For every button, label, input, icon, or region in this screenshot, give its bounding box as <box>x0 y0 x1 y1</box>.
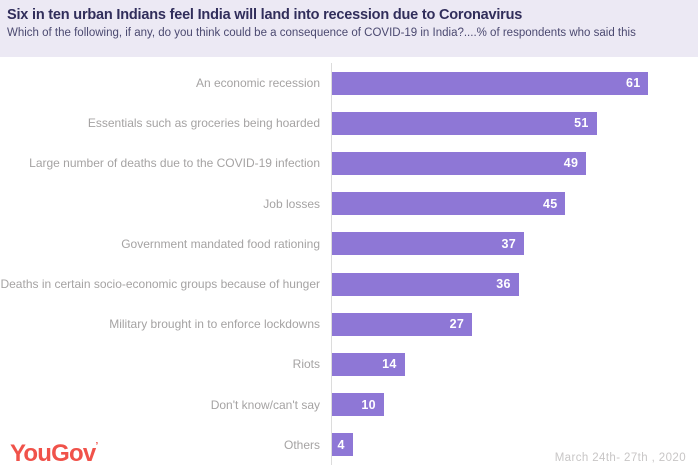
trademark-mark: ’ <box>95 441 99 452</box>
bar-track: 51 <box>331 103 690 144</box>
bar-track: 4 <box>331 424 690 465</box>
chart-row: Others 4 <box>0 424 690 465</box>
category-label: Don't know/can't say <box>0 385 331 425</box>
chart-subtitle: Which of the following, if any, do you t… <box>7 27 636 39</box>
category-label-text: Others <box>283 437 320 452</box>
category-label: Government mandated food rationing <box>0 224 331 264</box>
value-label: 14 <box>382 357 397 372</box>
bar: 27 <box>332 312 473 336</box>
category-label: Essentials such as groceries being hoard… <box>0 103 331 143</box>
category-label-text: Essentials such as groceries being hoard… <box>87 116 320 131</box>
category-label-text: Riots <box>292 357 320 372</box>
bar: 4 <box>332 433 353 457</box>
chart-row: Essentials such as groceries being hoard… <box>0 103 690 144</box>
value-label: 36 <box>496 277 511 292</box>
category-label-text: An economic recession <box>195 76 320 91</box>
category-label: Deaths in certain socio-economic groups … <box>0 264 331 304</box>
category-label: Military brought in to enforce lockdowns <box>0 304 331 344</box>
bar-track: 37 <box>331 223 690 264</box>
yougov-logo-text: YouGov <box>10 440 96 467</box>
chart-row: Large number of deaths due to the COVID-… <box>0 143 690 184</box>
bar-track: 27 <box>331 304 690 345</box>
category-label: Job losses <box>0 184 331 224</box>
category-label-text: Deaths in certain socio-economic groups … <box>0 277 320 292</box>
chart-row: Don't know/can't say 10 <box>0 384 690 425</box>
chart-row: Riots 14 <box>0 344 690 385</box>
chart-row: Government mandated food rationing 37 <box>0 223 690 264</box>
bar-track: 61 <box>331 63 690 104</box>
category-label-text: Government mandated food rationing <box>121 236 320 251</box>
bar-track: 45 <box>331 183 690 224</box>
category-label-text: Job losses <box>263 196 320 211</box>
bar: 51 <box>332 111 597 135</box>
value-label: 61 <box>625 76 641 91</box>
category-label: Large number of deaths due to the COVID-… <box>0 143 331 183</box>
category-label-text: Don't know/can't say <box>210 397 320 412</box>
chart-title: Six in ten urban Indians feel India will… <box>7 7 523 23</box>
value-label: 45 <box>542 196 558 211</box>
bar: 37 <box>332 232 524 256</box>
category-label-text: Large number of deaths due to the COVID-… <box>29 156 320 171</box>
value-label: 49 <box>563 156 579 171</box>
category-label: Riots <box>0 344 331 384</box>
category-label-text: Military brought in to enforce lockdowns <box>109 317 320 332</box>
bar: 61 <box>332 71 649 95</box>
bar-track: 10 <box>331 384 690 425</box>
bar-chart: An economic recession 61 Essentials such a… <box>0 57 690 465</box>
bar-track: 49 <box>331 143 690 184</box>
value-label: 37 <box>501 236 516 251</box>
yougov-logo: YouGov’ <box>10 440 98 468</box>
value-label: 4 <box>337 437 345 452</box>
chart-row: Job losses 45 <box>0 183 690 224</box>
bar: 36 <box>332 272 519 296</box>
bar-track: 36 <box>331 263 690 305</box>
chart-row: Military brought in to enforce lockdowns… <box>0 304 690 345</box>
value-label: 10 <box>361 397 376 412</box>
bar-track: 14 <box>331 344 690 385</box>
bar: 10 <box>332 393 384 417</box>
bar: 49 <box>332 151 587 175</box>
bar: 45 <box>332 192 566 216</box>
date-range-label: March 24th- 27th , 2020 <box>554 452 686 464</box>
chart-row: An economic recession 61 <box>0 63 690 104</box>
chart-header: Six in ten urban Indians feel India will… <box>0 0 698 57</box>
chart-row: Deaths in certain socio-economic groups … <box>0 263 690 305</box>
category-label: Others <box>0 425 331 465</box>
bar: 14 <box>332 352 405 376</box>
value-label: 27 <box>449 317 465 332</box>
category-label: An economic recession <box>0 63 331 103</box>
value-label: 51 <box>574 116 589 131</box>
